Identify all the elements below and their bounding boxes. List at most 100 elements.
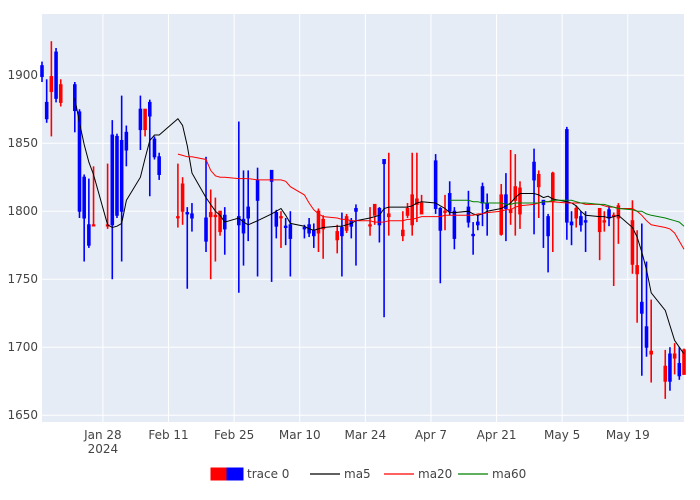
candle[interactable]	[574, 205, 579, 228]
candle[interactable]	[180, 177, 185, 225]
candle[interactable]	[344, 213, 349, 233]
candle-body	[124, 131, 129, 151]
candle[interactable]	[241, 170, 246, 266]
candle[interactable]	[283, 218, 288, 246]
candle[interactable]	[147, 99, 152, 197]
candle[interactable]	[152, 136, 157, 160]
candle[interactable]	[649, 299, 653, 383]
candle[interactable]	[176, 163, 180, 228]
candle[interactable]	[668, 347, 672, 391]
legend-item-candles[interactable]: trace 0	[210, 467, 289, 481]
candle[interactable]	[640, 223, 644, 376]
candle[interactable]	[49, 41, 54, 137]
candle[interactable]	[513, 154, 518, 236]
candle[interactable]	[82, 174, 86, 262]
candle[interactable]	[302, 224, 307, 239]
candle[interactable]	[110, 120, 115, 280]
legend[interactable]: trace 0 ma5 ma20 ma60	[210, 467, 526, 481]
candle[interactable]	[87, 178, 91, 248]
candle[interactable]	[321, 215, 325, 259]
candle[interactable]	[677, 347, 682, 380]
candle[interactable]	[471, 222, 475, 255]
candle[interactable]	[536, 170, 541, 218]
candle[interactable]	[546, 213, 550, 273]
candle[interactable]	[476, 215, 480, 231]
candle[interactable]	[115, 133, 119, 218]
candle[interactable]	[386, 152, 391, 236]
candle[interactable]	[635, 230, 639, 323]
candle[interactable]	[190, 203, 194, 232]
candle[interactable]	[583, 211, 588, 252]
candle[interactable]	[518, 181, 522, 229]
candle[interactable]	[630, 200, 635, 274]
candle[interactable]	[269, 169, 274, 282]
candle[interactable]	[138, 95, 143, 150]
candle[interactable]	[447, 181, 452, 216]
candle[interactable]	[279, 211, 283, 248]
candle[interactable]	[143, 108, 147, 137]
candle[interactable]	[466, 190, 471, 228]
candle-body	[110, 134, 115, 226]
legend-item-ma5[interactable]: ma5	[310, 467, 371, 481]
candle[interactable]	[185, 207, 190, 289]
candle[interactable]	[372, 203, 377, 225]
candle[interactable]	[504, 173, 508, 242]
candle[interactable]	[579, 211, 583, 232]
candle-body	[87, 224, 91, 246]
x-tick-label: Feb 11	[148, 428, 188, 442]
data-layer	[40, 41, 686, 399]
candle-body	[218, 210, 222, 233]
candle[interactable]	[124, 125, 129, 167]
candle[interactable]	[237, 121, 241, 293]
candle[interactable]	[382, 159, 386, 318]
candle[interactable]	[73, 82, 77, 133]
legend-item-ma60[interactable]: ma60	[458, 467, 526, 481]
candle[interactable]	[377, 207, 382, 243]
candle[interactable]	[602, 211, 607, 232]
candle[interactable]	[569, 211, 574, 246]
candle-body	[316, 210, 321, 234]
candle-body	[147, 101, 152, 117]
candle[interactable]	[532, 148, 536, 235]
candle[interactable]	[438, 207, 443, 284]
candle[interactable]	[119, 95, 124, 262]
candle-body	[415, 198, 419, 205]
candle[interactable]	[499, 184, 504, 236]
candle[interactable]	[213, 197, 218, 262]
candle[interactable]	[58, 79, 63, 107]
candle[interactable]	[443, 194, 447, 231]
candle[interactable]	[335, 224, 340, 254]
legend-item-ma20[interactable]: ma20	[384, 467, 452, 481]
candle[interactable]	[616, 203, 621, 244]
candle[interactable]	[340, 212, 344, 277]
candle[interactable]	[368, 207, 372, 236]
candle[interactable]	[433, 154, 438, 214]
candle-body	[640, 301, 644, 314]
candle[interactable]	[288, 211, 293, 277]
candle[interactable]	[204, 156, 208, 252]
candle[interactable]	[663, 349, 668, 399]
candle[interactable]	[401, 211, 405, 242]
candle[interactable]	[40, 61, 44, 82]
candle[interactable]	[565, 126, 569, 240]
candle[interactable]	[405, 203, 410, 218]
candle-body	[668, 353, 672, 382]
candle[interactable]	[316, 208, 321, 252]
candle[interactable]	[44, 79, 49, 123]
candle[interactable]	[410, 152, 414, 236]
candle[interactable]	[354, 204, 358, 266]
candle[interactable]	[77, 109, 82, 218]
candle-body	[213, 214, 218, 218]
candle[interactable]	[644, 261, 649, 357]
candle[interactable]	[274, 209, 279, 239]
candle[interactable]	[452, 207, 457, 250]
candle[interactable]	[682, 348, 686, 375]
candle[interactable]	[218, 210, 222, 236]
candle-body	[635, 265, 639, 275]
candle[interactable]	[54, 48, 58, 103]
candle[interactable]	[672, 343, 677, 375]
candle[interactable]	[157, 152, 161, 180]
candle[interactable]	[246, 170, 250, 242]
candle[interactable]	[415, 152, 419, 223]
candle[interactable]	[419, 194, 424, 215]
